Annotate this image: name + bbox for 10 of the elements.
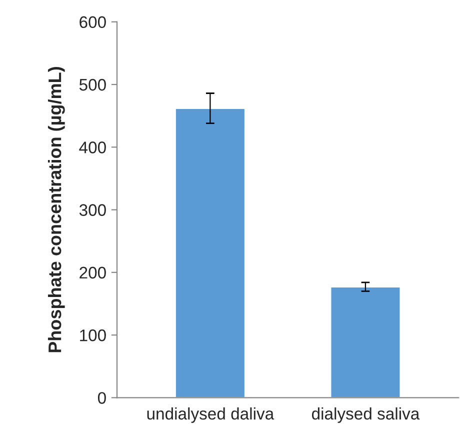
y-tick-label: 500	[79, 78, 106, 91]
x-tick-label: undialysed daliva	[147, 407, 274, 423]
y-tick-label: 0	[98, 392, 106, 404]
y-tick-label: 400	[79, 142, 106, 154]
x-tick-label: dialysed saliva	[312, 407, 420, 423]
y-tick-label: 300	[79, 204, 106, 216]
y-tick-label: 200	[80, 266, 106, 279]
y-tick-label: 600	[80, 16, 106, 28]
y-axis-title: Phosphate concentration (µg/mL)	[48, 67, 65, 352]
y-tick-label: 100	[80, 329, 106, 342]
